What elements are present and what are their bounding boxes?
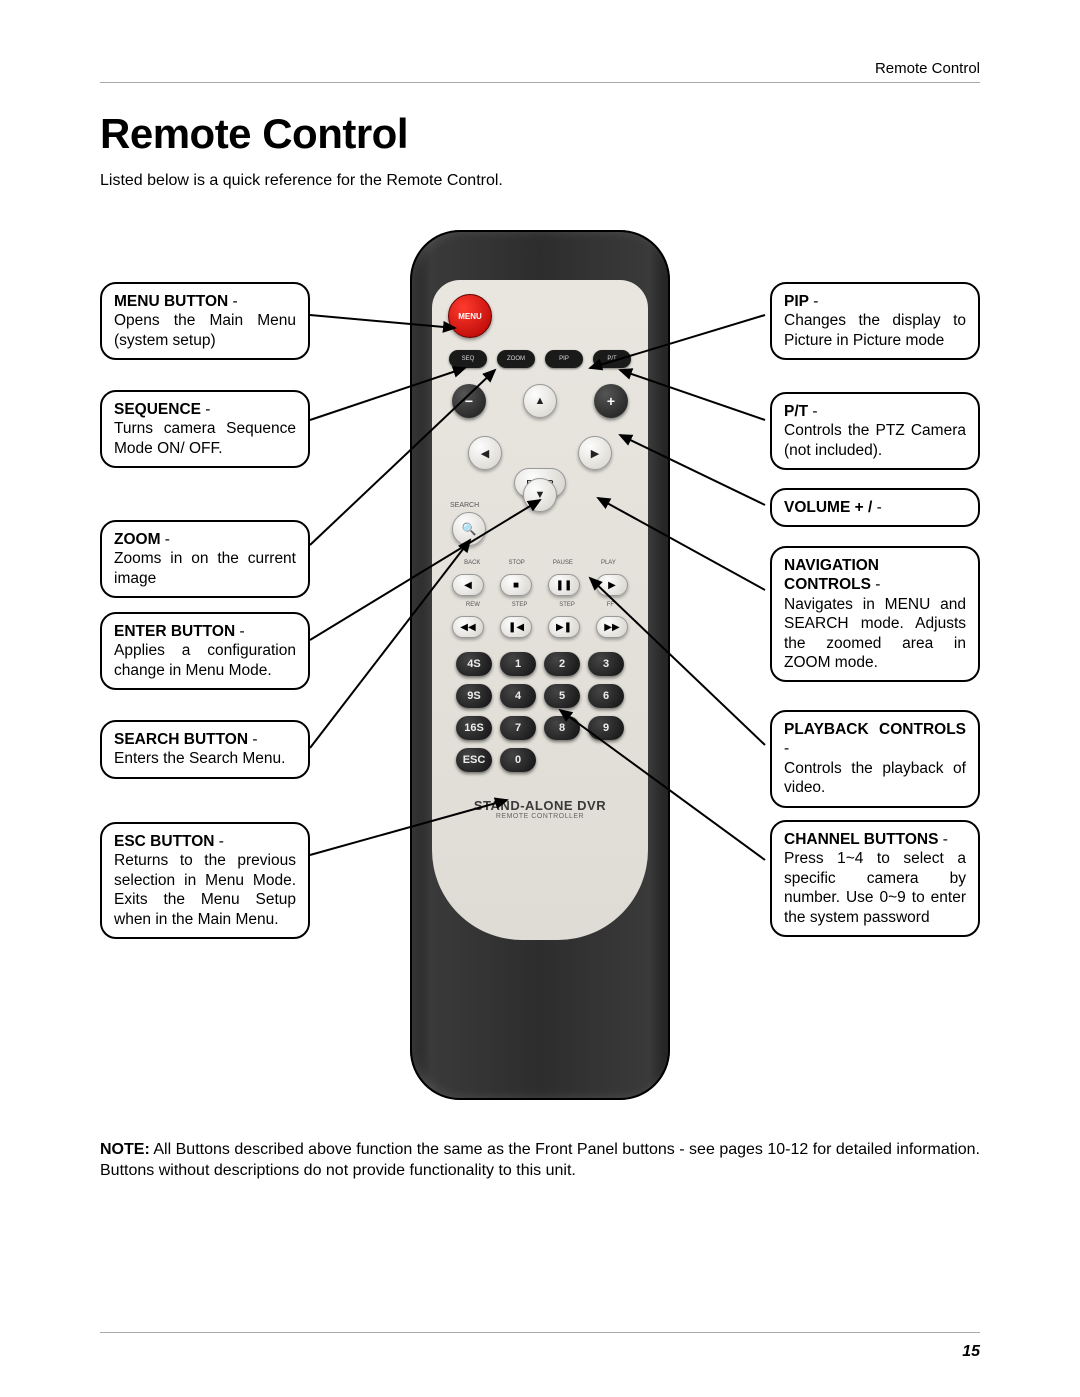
search-label: SEARCH <box>450 502 479 509</box>
playback-label: PLAY <box>601 560 616 566</box>
playback-label: FF <box>607 602 614 608</box>
esc-button[interactable]: ESC <box>456 748 492 772</box>
callout-menu-button: MENU BUTTON -Opens the Main Menu (system… <box>100 282 310 360</box>
callout-esc-button: ESC BUTTON -Returns to the previous sele… <box>100 822 310 939</box>
pause-button[interactable]: ❚❚ <box>548 574 580 596</box>
rule-top <box>100 82 980 83</box>
callout-channel-buttons: CHANNEL BUTTONS -Press 1~4 to select a s… <box>770 820 980 937</box>
brand-text: STAND-ALONE DVR <box>444 798 636 813</box>
search-button[interactable]: 🔍 <box>452 512 486 546</box>
diagram-area: MENU BUTTON -Opens the Main Menu (system… <box>100 230 980 1120</box>
4s-button[interactable]: 4S <box>456 652 492 676</box>
callout-p-t: P/T -Controls the PTZ Camera (not includ… <box>770 392 980 470</box>
p/t-button[interactable]: P/T <box>593 350 631 368</box>
9s-button[interactable]: 9S <box>456 684 492 708</box>
callout-search-button: SEARCH BUTTON -Enters the Search Menu. <box>100 720 310 779</box>
nav-right-button[interactable]: ▶ <box>578 436 612 470</box>
menu-button[interactable]: MENU <box>448 294 492 338</box>
channel-9-button[interactable]: 9 <box>588 716 624 740</box>
intro-text: Listed below is a quick reference for th… <box>100 172 980 190</box>
nav-left-button[interactable]: ◀ <box>468 436 502 470</box>
page-number: 15 <box>962 1343 980 1361</box>
playback-label: BACK <box>464 560 480 566</box>
step-fwd-button[interactable]: ▶❚ <box>548 616 580 638</box>
callout-playback-controls: PLAYBACK CONTROLS -Controls the playback… <box>770 710 980 808</box>
note-text: NOTE: All Buttons described above functi… <box>100 1140 980 1182</box>
pip-button[interactable]: PIP <box>545 350 583 368</box>
playback-label: REW <box>466 602 480 608</box>
channel-4-button[interactable]: 4 <box>500 684 536 708</box>
playback-label: PAUSE <box>553 560 573 566</box>
playback-label: STEP <box>559 602 575 608</box>
callout-zoom: ZOOM -Zooms in on the current image <box>100 520 310 598</box>
channel-1-button[interactable]: 1 <box>500 652 536 676</box>
page-title: Remote Control <box>100 110 980 158</box>
stop-button[interactable]: ■ <box>500 574 532 596</box>
ff-button[interactable]: ▶▶ <box>596 616 628 638</box>
note-label: NOTE: <box>100 1141 150 1158</box>
nav-cluster: ◀ ENTER ▶ ▼ SEARCH 🔍 <box>444 428 636 538</box>
step-back-button[interactable]: ❚◀ <box>500 616 532 638</box>
channel-8-button[interactable]: 8 <box>544 716 580 740</box>
remote-face: MENU SEQ ZOOM PIP P/T − ▲ + ◀ ENTER ▶ ▼ SEA… <box>432 280 648 940</box>
callout-pip: PIP -Changes the display to Picture in P… <box>770 282 980 360</box>
channel-2-button[interactable]: 2 <box>544 652 580 676</box>
channel-0-button[interactable]: 0 <box>500 748 536 772</box>
brand-subtext: REMOTE CONTROLLER <box>444 813 636 820</box>
volume-plus-button[interactable]: + <box>594 384 628 418</box>
nav-up-button[interactable]: ▲ <box>523 384 557 418</box>
play-button[interactable]: ▶ <box>596 574 628 596</box>
note-body: All Buttons described above function the… <box>100 1141 980 1179</box>
callout-volume-: VOLUME + / - <box>770 488 980 527</box>
header-section: Remote Control <box>875 60 980 77</box>
zoom-button[interactable]: ZOOM <box>497 350 535 368</box>
playback-label: STOP <box>509 560 525 566</box>
channel-3-button[interactable]: 3 <box>588 652 624 676</box>
rule-bottom <box>100 1332 980 1333</box>
callout-navigation-controls: NAVIGATION CONTROLS -Navigates in MENU a… <box>770 546 980 682</box>
rew-button[interactable]: ◀◀ <box>452 616 484 638</box>
channel-6-button[interactable]: 6 <box>588 684 624 708</box>
channel-7-button[interactable]: 7 <box>500 716 536 740</box>
stripe-decoration <box>432 880 648 940</box>
back-button[interactable]: ◀ <box>452 574 484 596</box>
callout-sequence: SEQUENCE -Turns camera Sequence Mode ON/… <box>100 390 310 468</box>
remote-body: MENU SEQ ZOOM PIP P/T − ▲ + ◀ ENTER ▶ ▼ SEA… <box>410 230 670 1100</box>
playback-label: STEP <box>512 602 528 608</box>
volume-minus-button[interactable]: − <box>452 384 486 418</box>
nav-down-button[interactable]: ▼ <box>523 478 557 512</box>
seq-button[interactable]: SEQ <box>449 350 487 368</box>
16s-button[interactable]: 16S <box>456 716 492 740</box>
callout-enter-button: ENTER BUTTON -Applies a configuration ch… <box>100 612 310 690</box>
channel-5-button[interactable]: 5 <box>544 684 580 708</box>
